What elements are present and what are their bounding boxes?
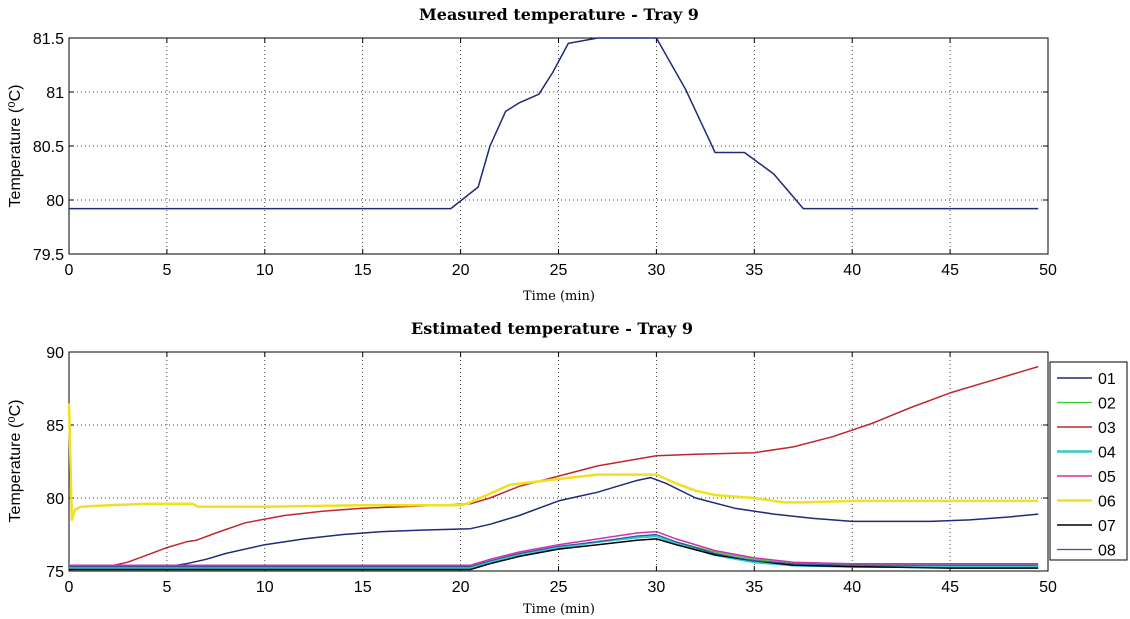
y-tick-label: 80.5 <box>33 139 64 156</box>
x-tick-label: 5 <box>162 262 171 279</box>
x-axis-label: Time (min) <box>523 289 595 304</box>
y-axis-label: Temperature (⁰C) <box>7 400 24 523</box>
y-tick-label: 75 <box>46 564 64 581</box>
x-tick-label: 0 <box>65 579 74 596</box>
y-tick-label: 80 <box>46 193 64 210</box>
x-tick-label: 25 <box>550 579 568 596</box>
x-tick-label: 25 <box>550 262 568 279</box>
legend-label: 01 <box>1098 371 1116 388</box>
legend-label: 02 <box>1098 396 1116 413</box>
series-line-08 <box>69 533 1039 568</box>
x-tick-label: 10 <box>256 579 274 596</box>
x-tick-label: 30 <box>648 262 666 279</box>
y-tick-label: 85 <box>46 418 64 435</box>
x-tick-label: 30 <box>648 579 666 596</box>
y-tick-label: 81.5 <box>33 31 64 48</box>
series-line-06 <box>67 403 1039 522</box>
series-line-07 <box>69 538 1039 571</box>
x-tick-label: 45 <box>941 579 959 596</box>
y-tick-label: 81 <box>46 85 64 102</box>
x-tick-label: 15 <box>354 262 372 279</box>
x-tick-label: 0 <box>65 262 74 279</box>
legend: 01 02 03 04 05 06 07 08 <box>1049 361 1128 561</box>
estimated-temperature-chart: Estimated temperature - Tray 9 0 5 10 15 20 2… <box>7 319 1128 617</box>
series-line-01 <box>68 476 1039 569</box>
series-line-measured <box>69 37 1039 210</box>
x-tick-label: 20 <box>452 579 470 596</box>
x-tick-label: 20 <box>452 262 470 279</box>
x-tick-label: 35 <box>745 262 763 279</box>
series-line-05 <box>69 530 1039 566</box>
series-line-03 <box>68 365 1039 569</box>
y-axis-label: Temperature (⁰C) <box>7 85 24 208</box>
x-tick-label: 15 <box>354 579 372 596</box>
x-tick-label: 10 <box>256 262 274 279</box>
y-tick-label: 79.5 <box>33 247 64 264</box>
x-tick-label: 35 <box>745 579 763 596</box>
legend-label: 03 <box>1098 420 1116 437</box>
legend-box <box>1049 361 1128 561</box>
x-tick-label: 50 <box>1039 262 1057 279</box>
y-tick-label: 80 <box>46 491 64 508</box>
legend-label: 07 <box>1098 518 1116 535</box>
x-tick-label: 50 <box>1039 579 1057 596</box>
y-tick-label: 90 <box>46 345 64 362</box>
measured-temperature-chart: Measured temperature - Tray 9 0 5 10 15 20 25… <box>7 5 1057 304</box>
x-tick-label: 5 <box>162 579 171 596</box>
chart-title: Estimated temperature - Tray 9 <box>411 319 693 338</box>
legend-label: 08 <box>1098 543 1116 560</box>
legend-label: 05 <box>1098 469 1116 486</box>
chart-title: Measured temperature - Tray 9 <box>419 5 699 24</box>
x-axis-label: Time (min) <box>523 602 595 617</box>
legend-label: 06 <box>1098 494 1116 511</box>
x-tick-label: 45 <box>941 262 959 279</box>
x-tick-label: 40 <box>843 262 861 279</box>
legend-label: 04 <box>1098 445 1116 462</box>
x-tick-label: 40 <box>843 579 861 596</box>
